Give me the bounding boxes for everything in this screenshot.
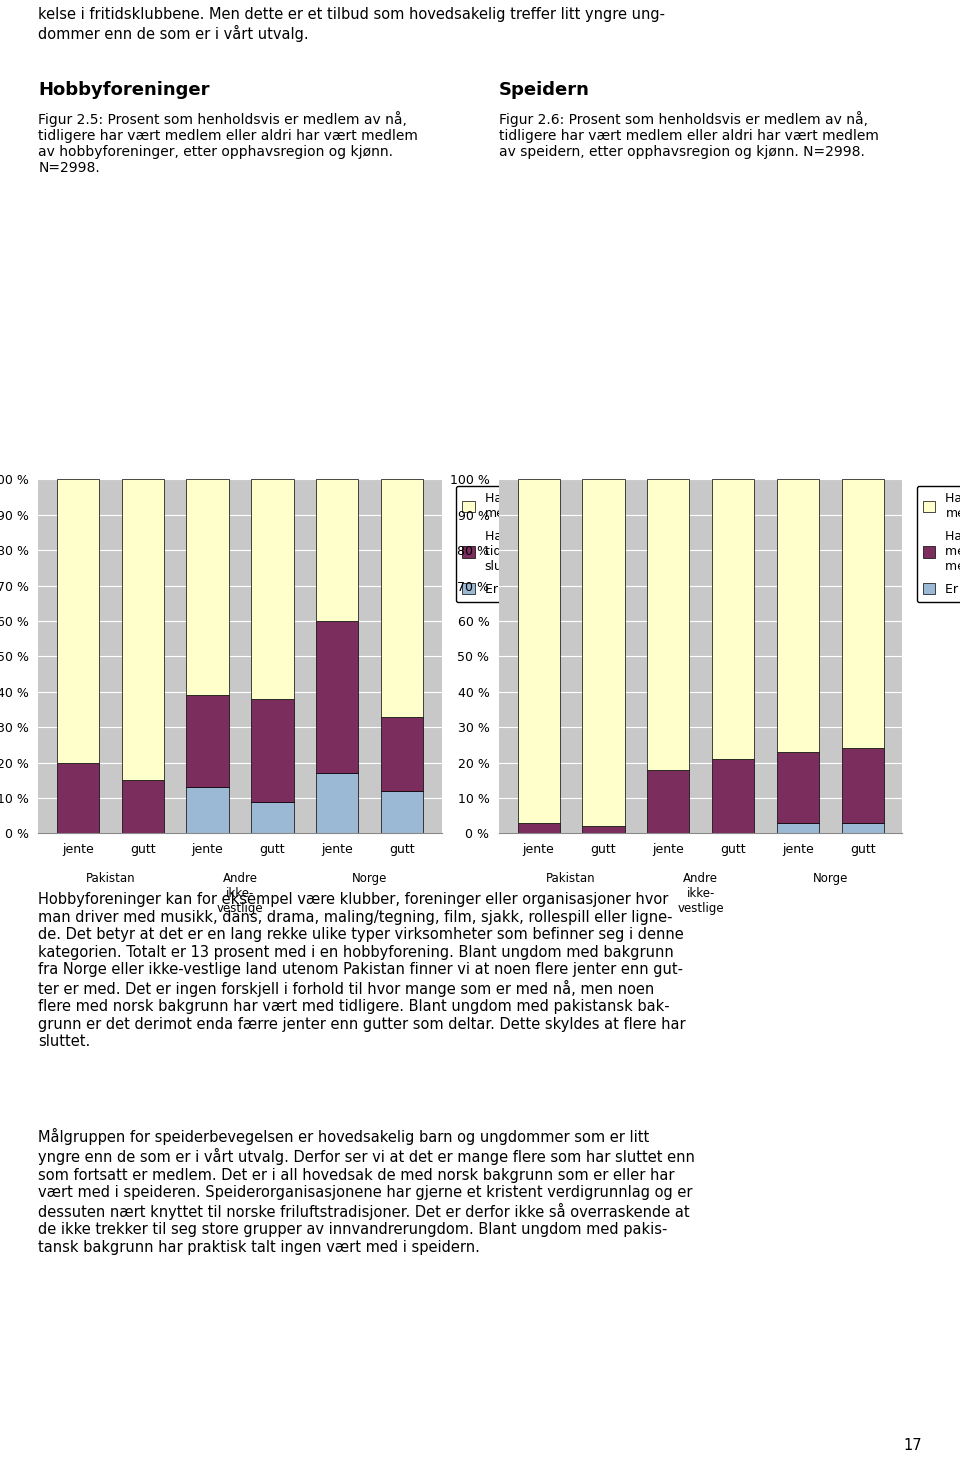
Bar xyxy=(316,773,358,833)
Legend: Har aldri vært
medlem, Har vært medlem
tidligere, men har
sluttet, Er medlem nå: Har aldri vært medlem, Har vært medlem t… xyxy=(456,485,603,602)
Bar xyxy=(186,695,228,788)
Bar xyxy=(122,780,164,833)
Bar xyxy=(122,479,164,780)
Bar xyxy=(583,826,625,833)
Bar xyxy=(712,479,755,760)
Text: Andre
ikke-
vestlige: Andre ikke- vestlige xyxy=(217,872,263,916)
Bar xyxy=(647,770,689,833)
Text: Målgruppen for speiderbevegelsen er hovedsakelig barn og ungdommer som er litt
y: Målgruppen for speiderbevegelsen er hove… xyxy=(38,1128,695,1255)
Bar xyxy=(316,479,358,621)
Text: Figur 2.6: Prosent som henholdsvis er medlem av nå,
tidligere har vært medlem el: Figur 2.6: Prosent som henholdsvis er me… xyxy=(499,111,879,159)
Bar xyxy=(381,791,423,833)
Bar xyxy=(381,479,423,717)
Bar xyxy=(647,479,689,770)
Bar xyxy=(252,699,294,801)
Text: Pakistan: Pakistan xyxy=(546,872,596,885)
Bar xyxy=(252,801,294,833)
Bar xyxy=(57,479,99,763)
Bar xyxy=(316,621,358,773)
Bar xyxy=(517,823,560,833)
Bar xyxy=(777,823,819,833)
Bar xyxy=(186,788,228,833)
Text: Norge: Norge xyxy=(813,872,849,885)
Text: Hobbyforeninger kan for eksempel være klubber, foreninger eller organisasjoner h: Hobbyforeninger kan for eksempel være kl… xyxy=(38,892,686,1049)
Bar xyxy=(712,760,755,833)
Text: 17: 17 xyxy=(903,1438,922,1453)
Bar xyxy=(777,752,819,823)
Bar xyxy=(777,479,819,752)
Text: Andre
ikke-
vestlige: Andre ikke- vestlige xyxy=(678,872,724,916)
Text: Norge: Norge xyxy=(352,872,388,885)
Bar xyxy=(517,479,560,823)
Bar xyxy=(842,823,884,833)
Text: Pakistan: Pakistan xyxy=(85,872,135,885)
Text: kelse i fritidsklubbene. Men dette er et tilbud som hovedsakelig treffer litt yn: kelse i fritidsklubbene. Men dette er et… xyxy=(38,7,665,43)
Legend: Har aldri vært
medlem, Har vært
medlem tidligere,
men har sluttet, Er medlem nå: Har aldri vært medlem, Har vært medlem t… xyxy=(917,485,960,602)
Bar xyxy=(57,763,99,833)
Bar xyxy=(583,479,625,826)
Bar xyxy=(186,479,228,695)
Bar xyxy=(842,479,884,748)
Text: Figur 2.5: Prosent som henholdsvis er medlem av nå,
tidligere har vært medlem el: Figur 2.5: Prosent som henholdsvis er me… xyxy=(38,111,419,176)
Bar xyxy=(381,717,423,791)
Text: Hobbyforeninger: Hobbyforeninger xyxy=(38,81,210,99)
Text: Speidern: Speidern xyxy=(499,81,590,99)
Bar xyxy=(842,748,884,823)
Bar xyxy=(252,479,294,699)
